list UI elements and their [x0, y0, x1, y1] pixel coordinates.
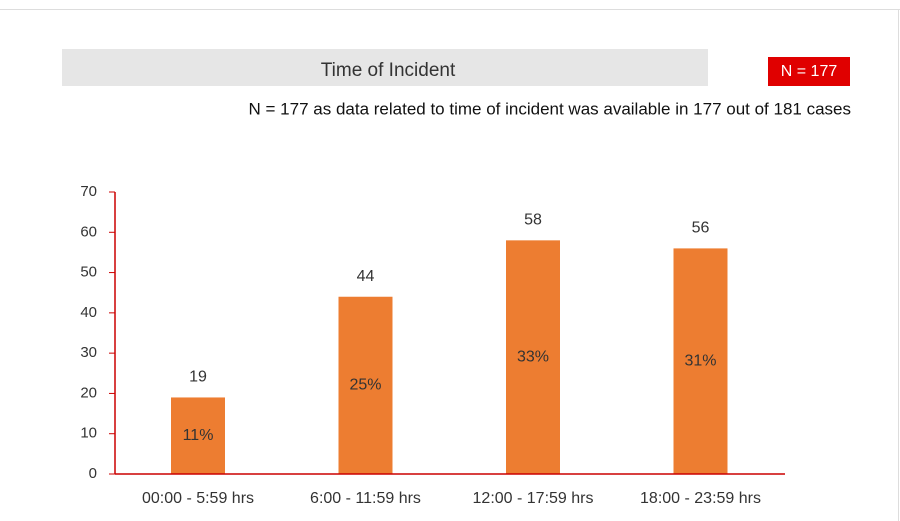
- bar: [338, 296, 393, 474]
- y-tick-label: 40: [80, 304, 97, 321]
- value-label: 19: [189, 369, 207, 386]
- y-tick-label: 30: [80, 344, 97, 361]
- percent-label: 25%: [349, 377, 381, 394]
- bar: [171, 397, 225, 474]
- x-tick-label: 00:00 - 5:59 hrs: [142, 490, 254, 507]
- y-tick-label: 60: [80, 223, 97, 240]
- value-label: 56: [692, 220, 710, 237]
- note: N = 177 as data related to time of incid…: [249, 99, 851, 118]
- title-band: [62, 49, 708, 86]
- y-tick-label: 20: [80, 384, 97, 401]
- bar: [506, 240, 560, 474]
- percent-label: 33%: [517, 348, 549, 365]
- bar: [673, 248, 728, 474]
- badge: [768, 57, 850, 86]
- y-tick-label: 70: [80, 183, 97, 200]
- percent-label: 11%: [183, 427, 214, 444]
- y-tick-label: 10: [80, 425, 97, 442]
- badge-text: N = 177: [781, 63, 838, 80]
- y-tick-label: 50: [80, 264, 97, 281]
- x-tick-label: 12:00 - 17:59 hrs: [473, 490, 594, 507]
- value-label: 58: [524, 212, 542, 229]
- y-tick-label: 0: [89, 465, 97, 482]
- chart-title: Time of Incident: [321, 60, 456, 81]
- value-label: 44: [357, 268, 375, 285]
- x-tick-label: 18:00 - 23:59 hrs: [640, 490, 761, 507]
- x-tick-label: 6:00 - 11:59 hrs: [310, 490, 421, 507]
- percent-label: 31%: [684, 352, 716, 369]
